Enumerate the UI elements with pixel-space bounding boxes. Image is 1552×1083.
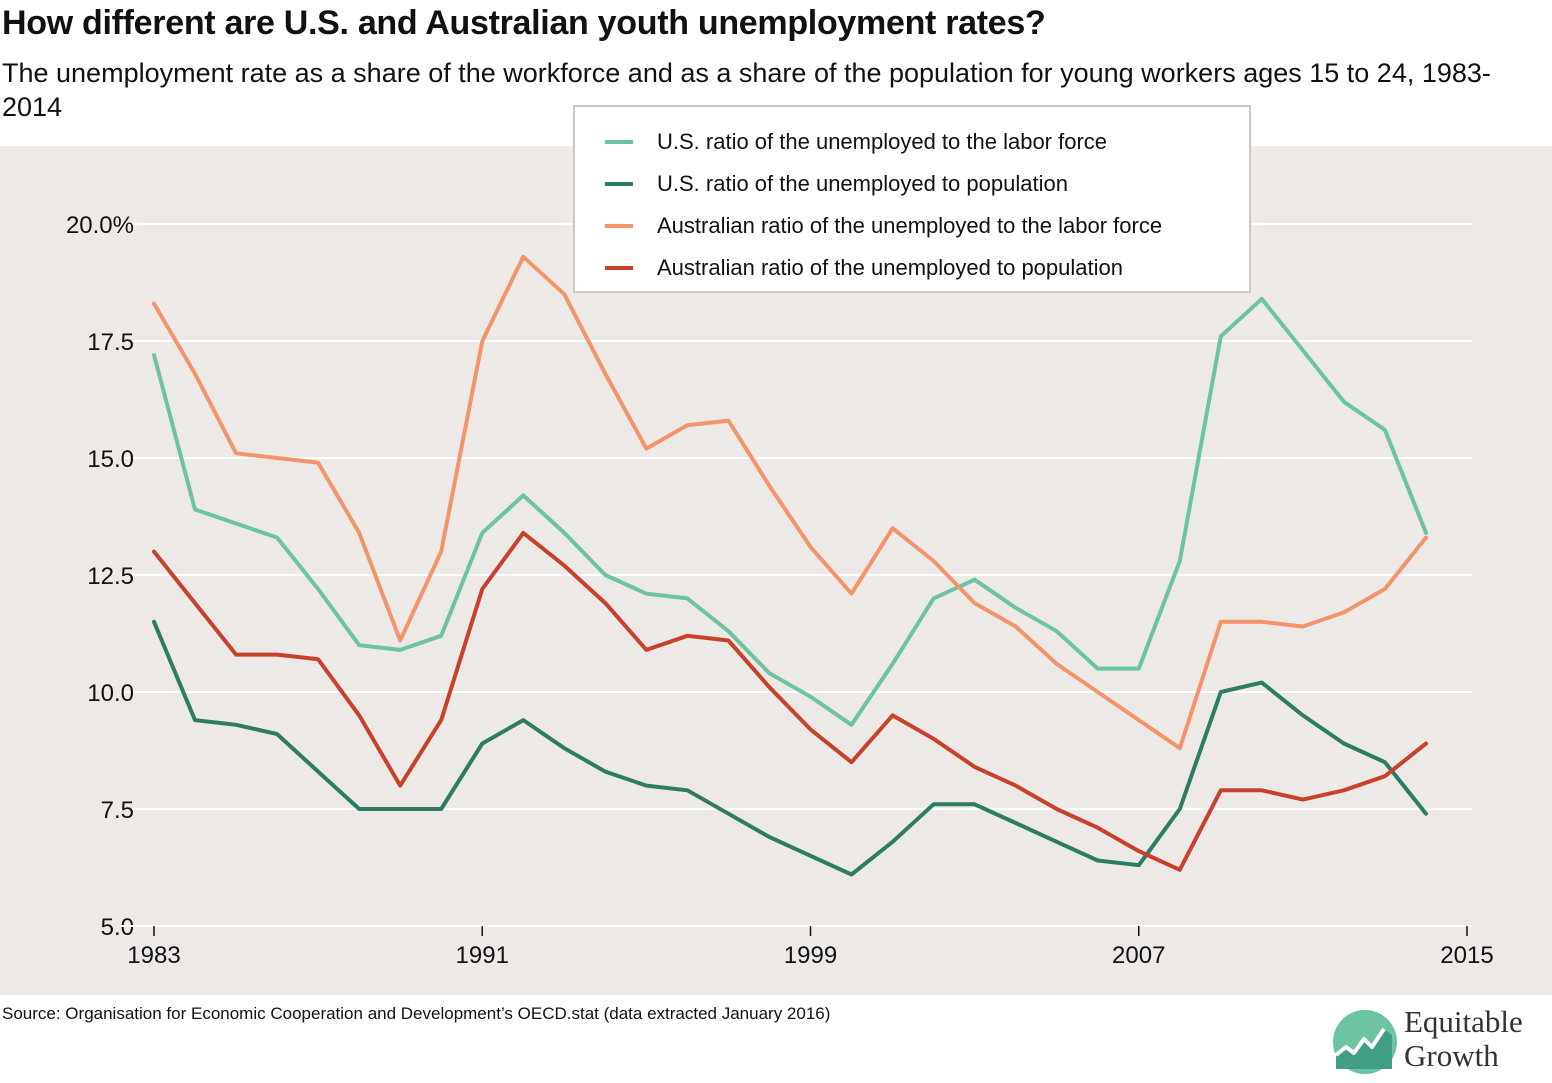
source-note: Source: Organisation for Economic Cooper…: [2, 1004, 831, 1023]
logo-line-1: Equitable: [1404, 1004, 1523, 1039]
y-tick-label: 12.5: [87, 563, 134, 590]
series-line-2: [152, 619, 1428, 877]
x-tick-label: 1983: [127, 942, 180, 969]
x-tick-label: 1999: [784, 942, 837, 969]
x-axis: 1983 1991 1999 2007 2015: [120, 925, 1494, 969]
legend-swatch: [605, 224, 633, 228]
logo-wordmark: Equitable Growth: [1404, 1005, 1523, 1073]
y-tick-label: 15.0: [87, 446, 134, 473]
chart-subtitle: The unemployment rate as a share of the …: [2, 58, 1491, 122]
gridlines: [120, 223, 1472, 810]
equitable-growth-logo: Equitable Growth: [1332, 1005, 1547, 1075]
legend-swatch: [605, 182, 633, 186]
legend-label: Australian ratio of the unemployed to po…: [657, 255, 1123, 280]
y-tick-label: 7.5: [101, 797, 134, 824]
growth-chart-icon: [1333, 1010, 1397, 1074]
y-tick-label: 5.0: [101, 914, 134, 941]
legend-label: Australian ratio of the unemployed to th…: [657, 213, 1163, 238]
legend-label: U.S. ratio of the unemployed to the labo…: [657, 129, 1108, 154]
y-tick-label: 17.5: [87, 329, 134, 356]
x-tick-label: 1991: [456, 942, 509, 969]
series-line-3: [152, 254, 1428, 751]
series-line-4: [152, 530, 1428, 872]
x-tick-label: 2015: [1440, 942, 1493, 969]
y-axis-ticks: 5.0 7.5 10.0 12.5 15.0 17.5 20.0%: [66, 212, 134, 941]
logo-line-2: Growth: [1404, 1038, 1499, 1073]
legend-label: U.S. ratio of the unemployed to populati…: [657, 171, 1068, 196]
legend-swatch: [605, 266, 633, 270]
legend-swatch: [605, 140, 633, 144]
legend-item-au-population: Australian ratio of the unemployed to po…: [605, 247, 1249, 289]
series-lines: [152, 254, 1428, 877]
x-tick-label: 2007: [1112, 942, 1165, 969]
chart-title: How different are U.S. and Australian yo…: [2, 4, 1046, 42]
legend-item-us-labor-force: U.S. ratio of the unemployed to the labo…: [605, 121, 1249, 163]
y-tick-label: 20.0%: [66, 212, 134, 239]
series-line-1: [152, 296, 1428, 727]
y-tick-label: 10.0: [87, 680, 134, 707]
legend-item-us-population: U.S. ratio of the unemployed to populati…: [605, 163, 1249, 205]
legend: U.S. ratio of the unemployed to the labo…: [573, 105, 1251, 293]
legend-item-au-labor-force: Australian ratio of the unemployed to th…: [605, 205, 1249, 247]
